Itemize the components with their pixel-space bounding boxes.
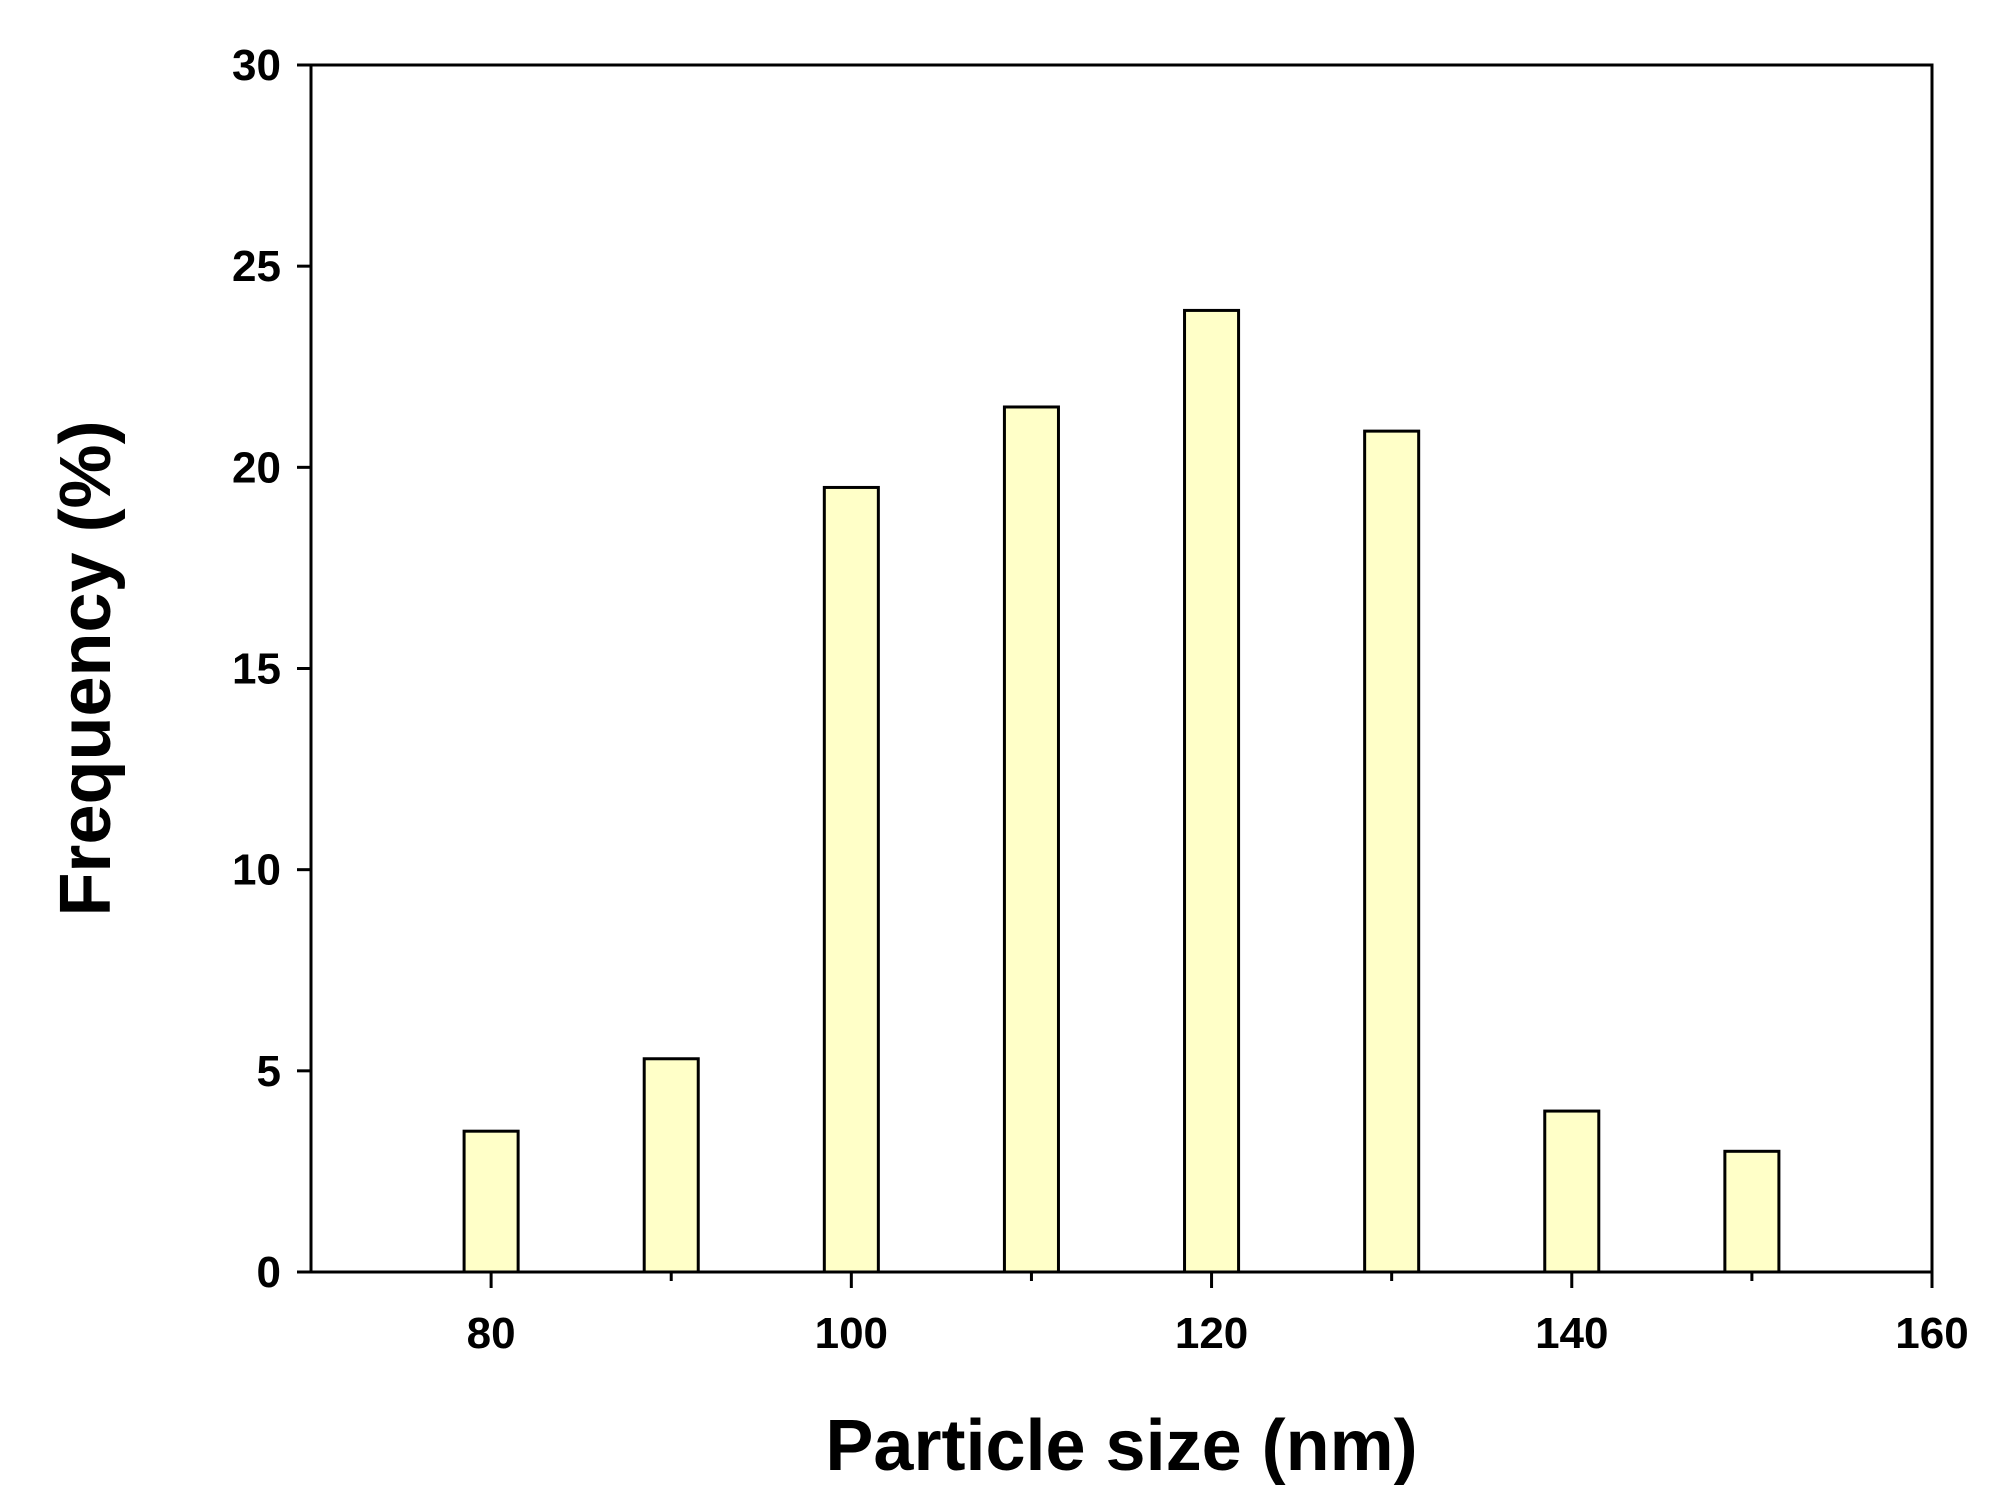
x-tick-label: 100 [815, 1309, 888, 1358]
bar-80 [462, 1129, 520, 1274]
x-tick-label: 140 [1535, 1309, 1608, 1358]
bar-150 [1723, 1149, 1781, 1274]
x-axis-title: Particle size (nm) [825, 1406, 1417, 1486]
y-tick-label: 20 [232, 443, 281, 492]
y-tick-label: 5 [257, 1047, 281, 1096]
bar-140 [1543, 1109, 1601, 1274]
bar-120 [1183, 308, 1241, 1274]
bar-130 [1363, 429, 1421, 1274]
ticks-layer [297, 63, 1934, 1288]
plot-area-frame [309, 63, 1934, 1274]
bar-90 [642, 1057, 700, 1274]
tick-labels-layer: 0 5 10 15 20 25 30 80 100 120 140 160 [232, 41, 1969, 1358]
y-tick-label: 30 [232, 41, 281, 90]
bar-100 [822, 485, 880, 1274]
x-tick-label: 80 [467, 1309, 516, 1358]
y-axis-title: Frequency (%) [46, 420, 126, 916]
y-tick-label: 15 [232, 645, 281, 694]
y-tick-label: 10 [232, 846, 281, 895]
bar-110 [1002, 405, 1060, 1274]
y-tick-label: 25 [232, 242, 281, 291]
y-tick-label: 0 [257, 1248, 281, 1297]
x-tick-label: 160 [1895, 1309, 1968, 1358]
bars-layer [462, 308, 1781, 1274]
x-tick-label: 120 [1175, 1309, 1248, 1358]
